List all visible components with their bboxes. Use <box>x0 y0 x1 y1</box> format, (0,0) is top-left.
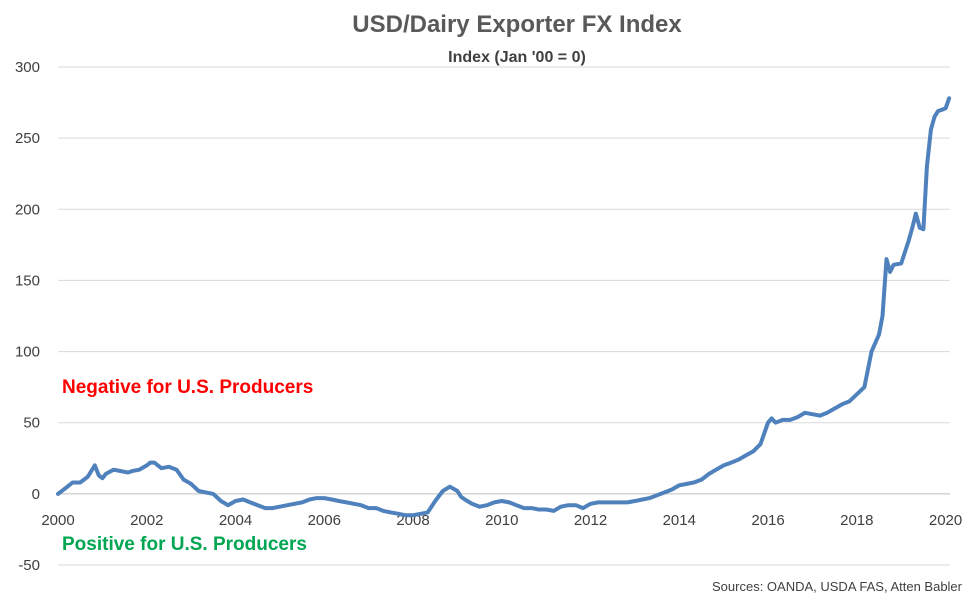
annotation-positive: Positive for U.S. Producers <box>62 534 307 555</box>
annotation-negative: Negative for U.S. Producers <box>62 377 313 398</box>
y-tick-label: -50 <box>18 557 40 574</box>
y-tick-label: 200 <box>15 201 40 218</box>
x-tick-label: 2020 <box>929 512 962 529</box>
gridlines <box>58 66 950 566</box>
y-tick-label: 300 <box>15 59 40 76</box>
y-tick-label: 50 <box>23 415 40 432</box>
source-note: Sources: OANDA, USDA FAS, Atten Babler <box>712 579 963 594</box>
y-axis-tick-labels: 300 250 200 150 100 50 0 -50 <box>15 59 40 574</box>
x-tick-label: 2002 <box>130 512 163 529</box>
y-tick-label: 100 <box>15 344 40 361</box>
series-line-fx-index <box>56 96 952 518</box>
y-tick-label: 150 <box>15 272 40 289</box>
x-tick-label: 2016 <box>751 512 784 529</box>
y-tick-label: 0 <box>32 486 40 503</box>
x-tick-label: 2006 <box>308 512 341 529</box>
x-axis-tick-labels: 2000 2002 2004 2006 2008 2010 2012 2014 2016 2018… <box>41 512 962 529</box>
chart-subtitle: Index (Jan '00 = 0) <box>448 49 586 66</box>
x-tick-label: 2010 <box>485 512 518 529</box>
x-tick-label: 2012 <box>574 512 607 529</box>
x-tick-label: 2000 <box>41 512 74 529</box>
y-tick-label: 250 <box>15 130 40 147</box>
chart-title: USD/Dairy Exporter FX Index <box>352 11 682 38</box>
x-tick-label: 2004 <box>219 512 252 529</box>
x-tick-label: 2014 <box>663 512 696 529</box>
x-tick-label: 2018 <box>840 512 873 529</box>
